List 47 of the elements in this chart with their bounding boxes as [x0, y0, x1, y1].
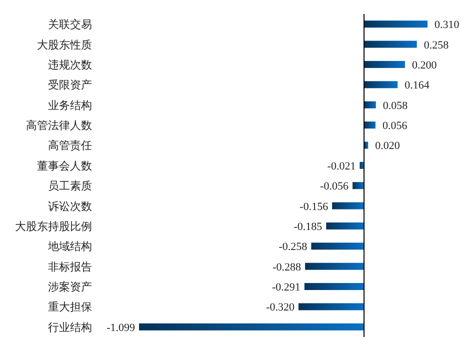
y-tick-label: 高管法律人数: [26, 119, 92, 132]
data-label: -0.320: [266, 302, 295, 314]
bar: [364, 60, 405, 68]
y-tick-label: 受限资产: [48, 78, 92, 92]
y-tick-label: 大股东持股比例: [15, 220, 92, 233]
data-label: 0.056: [382, 120, 408, 132]
bar: [352, 182, 364, 190]
data-label: 0.058: [382, 100, 408, 112]
data-label: -1.099: [106, 322, 136, 334]
bar: [364, 40, 417, 48]
bar: [364, 122, 376, 129]
data-label: 0.258: [424, 39, 450, 52]
data-label: 0.200: [412, 59, 438, 72]
y-tick-label: 地域结构: [47, 240, 92, 254]
data-label: 0.310: [434, 19, 460, 32]
bar: [364, 20, 428, 28]
bar: [326, 222, 364, 230]
bar: [360, 162, 364, 169]
y-tick-label: 非标报告: [48, 260, 92, 274]
data-label: 0.164: [404, 80, 430, 92]
y-tick-label: 诉讼次数: [48, 200, 92, 213]
bar: [139, 323, 364, 330]
y-tick-label: 高管责任: [48, 139, 92, 152]
data-label: -0.021: [327, 160, 356, 172]
data-label: -0.156: [300, 200, 329, 213]
bar: [311, 242, 364, 250]
y-tick-label: 董事会人数: [37, 159, 92, 172]
y-tick-label: 员工素质: [48, 180, 92, 193]
data-label: -0.291: [272, 282, 300, 294]
y-tick-label: 大股东性质: [37, 38, 92, 52]
data-label: -0.258: [278, 241, 308, 254]
data-label: -0.185: [294, 220, 323, 233]
bar: [304, 283, 364, 290]
y-tick-label: 关联交易: [48, 18, 92, 32]
data-label: -0.056: [320, 180, 350, 193]
data-label: 0.020: [375, 140, 400, 152]
bar: [305, 262, 364, 270]
y-tick-label: 业务结构: [48, 98, 92, 112]
y-tick-label: 违规次数: [48, 58, 92, 72]
bar: [298, 303, 364, 310]
bar: [364, 81, 398, 88]
bar: [332, 202, 364, 210]
y-tick-label: 行业结构: [48, 320, 92, 334]
bar: [364, 101, 376, 108]
y-tick-label: 重大担保: [48, 300, 92, 314]
data-label: -0.288: [272, 261, 302, 274]
y-tick-label: 涉案资产: [48, 280, 92, 294]
